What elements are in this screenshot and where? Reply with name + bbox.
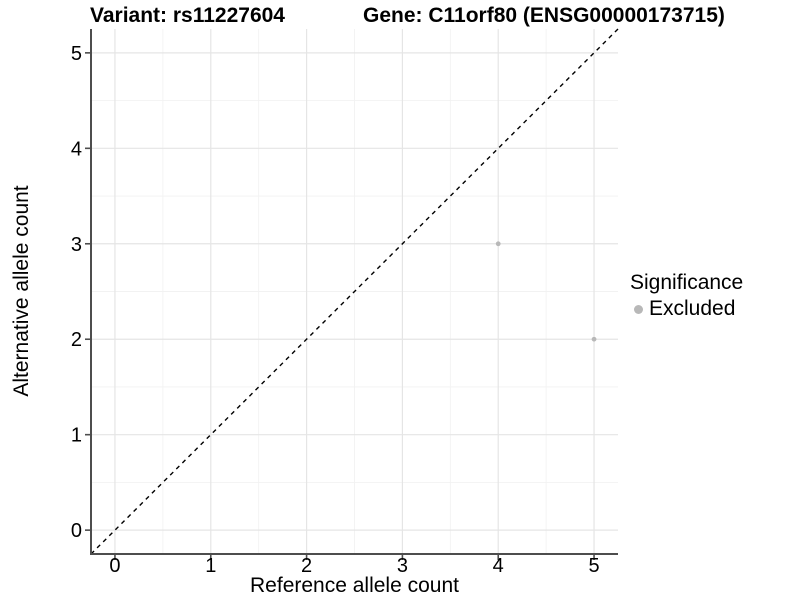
y-tick-label: 5 xyxy=(71,43,82,65)
x-tick-label: 0 xyxy=(109,555,120,577)
x-tick-label: 5 xyxy=(588,555,599,577)
y-tick-label: 2 xyxy=(71,329,82,351)
legend-title: Significance xyxy=(630,271,744,294)
y-tick-label: 3 xyxy=(71,234,82,256)
y-tick-label: 4 xyxy=(71,138,82,160)
x-axis-label: Reference allele count xyxy=(250,574,459,597)
y-tick-label: 1 xyxy=(71,425,82,447)
x-tick-label: 1 xyxy=(205,555,216,577)
legend-item-label: Excluded xyxy=(649,297,736,321)
legend: Significance Excluded xyxy=(630,271,743,321)
legend-item-excluded: Excluded xyxy=(630,297,743,321)
x-tick-label: 4 xyxy=(493,555,504,577)
plot-title-variant: Variant: rs11227604 xyxy=(90,4,285,27)
y-axis-label: Alternative allele count xyxy=(10,185,33,397)
x-tick-label: 2 xyxy=(301,555,312,577)
excluded-point-swatch xyxy=(634,304,643,314)
data-point-excluded xyxy=(495,241,501,247)
plot-title-gene: Gene: C11orf80 (ENSG00000173715) xyxy=(363,4,725,27)
x-tick-label: 3 xyxy=(397,555,408,577)
identity-reference-line xyxy=(90,28,619,555)
data-point-excluded xyxy=(591,336,597,342)
y-tick-label: 0 xyxy=(71,520,82,542)
